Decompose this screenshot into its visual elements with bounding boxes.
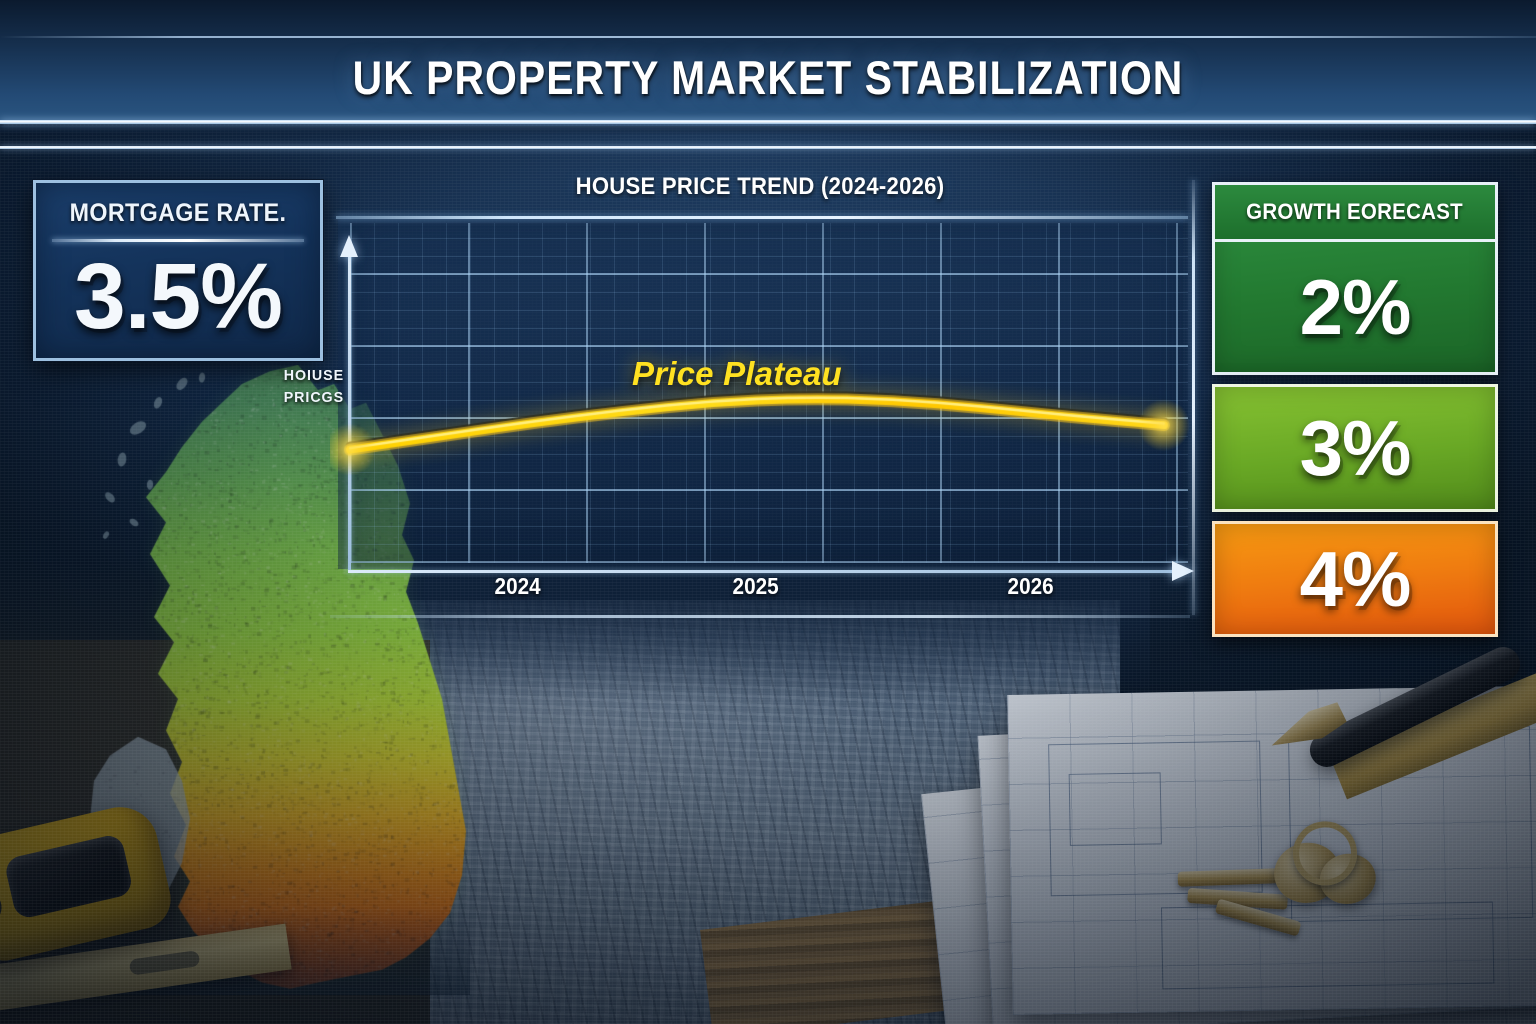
tape-measure-grip [0,884,6,933]
tape-measure-window [3,833,134,920]
mortgage-rate-label: MORTGAGE RATE. [46,199,310,228]
forecast-card-2-value: 2% [1300,265,1411,349]
header-divider-secondary [0,146,1536,149]
chart-x-tick-labels: 2024 2025 2026 [330,573,1190,613]
forecast-panel-header-label: GROWTH EORECAST [1247,199,1464,225]
growth-forecast-panel: GROWTH EORECAST 2% 3% 4% [1212,182,1498,646]
chart-bottom-rule [330,615,1190,618]
x-tick-2026: 2026 [1008,573,1054,600]
forecast-card-4-body: 4% [1215,524,1495,634]
header-top-rule [0,36,1536,38]
page-title: UK PROPERTY MARKET STABILIZATION [100,50,1436,105]
house-price-chart: HOUSE PRICE TREND (2024-2026) HOIUSE PRI… [330,175,1190,615]
forecast-card-3-value: 3% [1300,406,1411,490]
forecast-card-4[interactable]: 4% [1212,521,1498,637]
price-plateau-annotation: Price Plateau [632,355,842,393]
x-tick-2024: 2024 [495,573,541,600]
x-tick-2025: 2025 [733,573,779,600]
forecast-card-3[interactable]: 3% [1212,384,1498,512]
forecast-card-2[interactable]: GROWTH EORECAST 2% [1212,182,1498,375]
infographic-canvas: UK PROPERTY MARKET STABILIZATION MORTGAG… [0,0,1536,1024]
blueprint-room-rect [1069,772,1162,846]
forecast-panel-header: GROWTH EORECAST [1215,185,1495,242]
price-trend-line [330,175,1190,615]
header-divider-primary [0,120,1536,124]
mortgage-rate-card[interactable]: MORTGAGE RATE. 3.5% [33,180,323,361]
forecast-card-3-body: 3% [1215,387,1495,509]
header-rule-shadow [0,126,1536,135]
forecast-card-4-value: 4% [1300,537,1411,621]
forecast-card-2-body: 2% [1215,242,1495,372]
key-blade [1178,868,1288,887]
mortgage-rate-value: 3.5% [36,241,320,351]
panel-vertical-divider [1192,180,1195,615]
